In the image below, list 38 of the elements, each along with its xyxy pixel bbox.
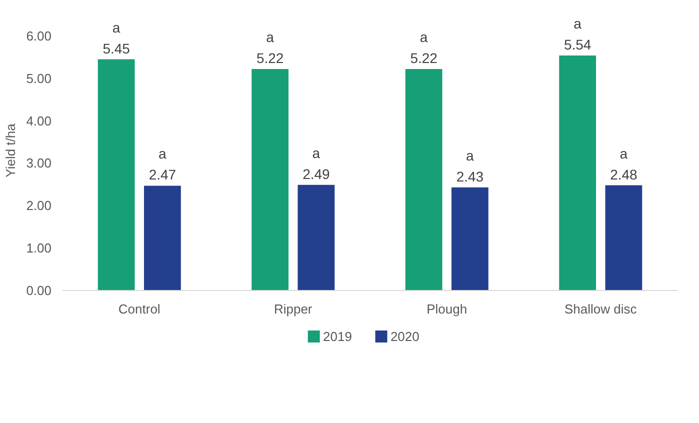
y-tick-label: 5.00 <box>26 70 52 86</box>
bar <box>298 184 335 290</box>
y-tick-label: 2.00 <box>26 198 52 214</box>
annotation: a <box>466 147 474 164</box>
y-tick-label: 4.00 <box>26 113 52 128</box>
data-label: 2.48 <box>610 166 638 182</box>
data-label: 2.49 <box>302 166 330 182</box>
data-label: 5.45 <box>102 40 130 56</box>
bar <box>451 187 488 290</box>
data-label: 5.54 <box>564 36 592 52</box>
bar <box>405 69 442 290</box>
annotation: a <box>420 29 428 46</box>
data-label: 5.22 <box>410 50 438 66</box>
text: a <box>574 15 582 32</box>
bar <box>605 185 642 290</box>
y-tick-label: 6.00 <box>26 28 52 44</box>
y-tick-label: 0.00 <box>26 283 52 298</box>
x-tick-label: Plough <box>426 302 468 316</box>
annotation: a <box>266 29 274 46</box>
x-tick-label: Shallow disc <box>564 302 638 316</box>
legend-label: 2020 <box>390 329 420 344</box>
legend-label: 2019 <box>323 329 352 344</box>
y-tick-label: 1.00 <box>26 240 52 256</box>
y-tick-label: 3.00 <box>26 156 52 171</box>
data-label: 2.47 <box>148 166 176 183</box>
annotation: a <box>312 144 320 161</box>
bar <box>144 186 181 290</box>
bar <box>559 55 596 290</box>
data-label: 2.43 <box>456 168 484 184</box>
annotation: a <box>620 145 628 162</box>
text: a <box>112 19 120 36</box>
bar <box>252 69 289 290</box>
x-tick-label: Ripper <box>274 302 313 316</box>
x-tick-label: Control <box>118 302 160 316</box>
data-label: 5.22 <box>256 50 284 66</box>
bar <box>98 59 135 290</box>
y-axis-title: Yield t/ha <box>3 122 18 178</box>
annotation: a <box>158 146 167 162</box>
